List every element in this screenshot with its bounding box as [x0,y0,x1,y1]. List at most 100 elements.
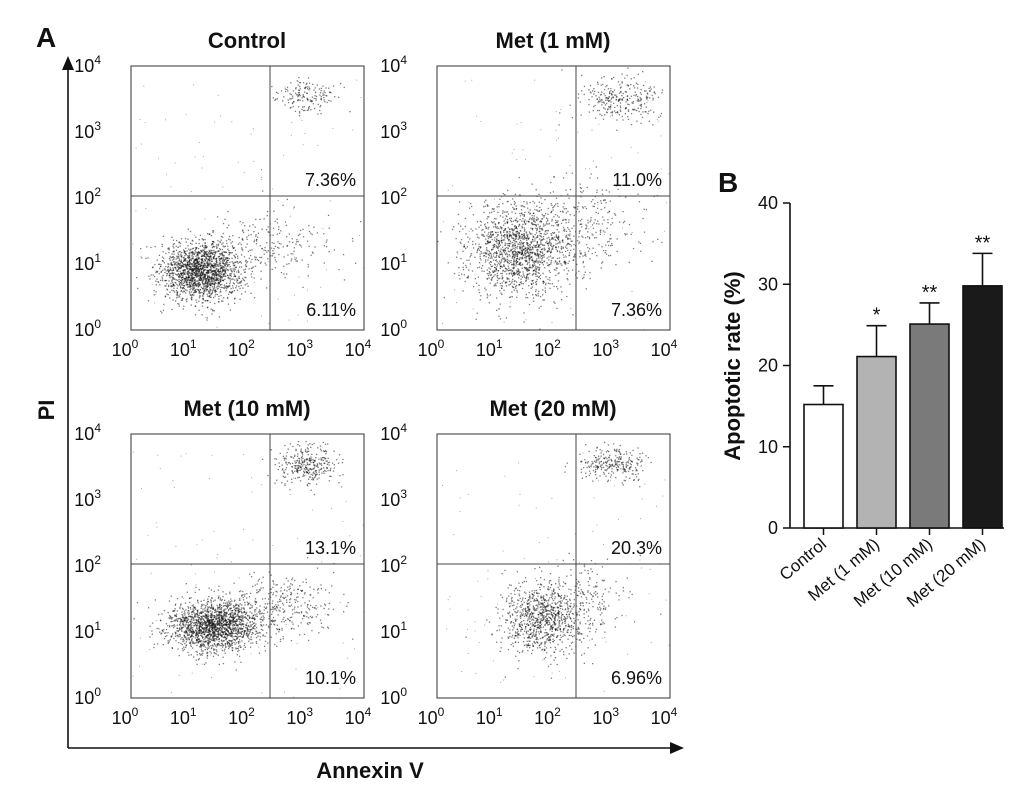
dotplot-event-dot [504,253,506,255]
dotplot-event-dot [200,272,202,274]
dotplot-event-dot [239,242,241,244]
dotplot-event-dot [551,257,553,259]
dotplot-event-dot [555,129,557,131]
dotplot-event-dot [237,243,239,245]
dotplot-event-dot [332,128,334,130]
dotplot-event-dot [205,247,207,249]
dotplot-y-tick-label: 101 [380,251,407,274]
dotplot-event-dot [241,230,244,232]
dotplot-event-dot [218,281,220,284]
dotplot-event-dot [227,274,229,277]
dotplot-event-dot [302,100,304,102]
dotplot-event-dot [196,267,198,270]
dotplot-event-dot [496,272,498,275]
dotplot-event-dot [187,255,190,257]
dotplot-event-dot [260,618,262,620]
dotplot-event-dot [618,98,620,101]
dotplot-event-dot [507,259,509,261]
dotplot-event-dot [204,273,207,275]
dotplot-event-dot [301,120,303,121]
dotplot-event-dot [578,241,581,243]
dotplot-event-dot [242,239,244,241]
dotplot-event-dot [569,233,571,235]
dotplot-event-dot [197,258,199,260]
dotplot-event-dot [150,274,152,276]
dotplot-event-dot [519,251,521,253]
dotplot-event-dot [194,268,196,271]
dotplot-event-dot [191,276,193,279]
dotplot-event-dot [360,221,362,223]
dotplot-event-dot [180,259,182,261]
dotplot-event-dot [287,99,289,101]
dotplot-event-dot [227,297,229,299]
dotplot-event-dot [536,216,538,218]
dotplot-event-dot [181,607,184,609]
dotplot-event-dot [501,282,503,284]
dotplot-event-dot [207,260,209,262]
dotplot-event-dot [191,252,193,254]
dotplot-event-dot [526,249,528,251]
dotplot-event-dot [636,100,638,102]
dotplot-event-dot [219,263,222,265]
dotplot-event-dot [170,620,172,623]
dotplot-event-dot [177,285,179,287]
dotplot-event-dot [215,260,218,262]
dotplot-event-dot [559,252,561,254]
dotplot-event-dot [194,305,197,307]
dotplot-event-dot [474,256,476,258]
dotplot-event-dot [514,239,516,241]
dotplot-event-dot [495,283,497,285]
dotplot-event-dot [614,94,616,96]
dotplot-event-dot [638,110,640,113]
dotplot-event-dot [513,263,515,265]
dotplot-event-dot [201,291,203,294]
dotplot-event-dot [489,294,492,296]
dotplot-event-dot [554,260,557,262]
dotplot-event-dot [497,274,499,277]
dotplot-event-dot [147,300,150,302]
dotplot-event-dot [161,256,164,258]
dotplot-event-dot [613,102,615,104]
dotplot-event-dot [653,111,655,113]
dotplot-event-dot [567,210,569,213]
dotplot-event-dot [221,272,223,274]
dotplot-event-dot [567,193,569,196]
dotplot-event-dot [553,231,556,234]
dotplot-event-dot [224,251,226,253]
dotplot-event-dot [538,276,540,279]
dotplot-event-dot [241,293,243,295]
dotplot-event-dot [249,607,251,609]
dotplot-event-dot [499,198,501,200]
dotplot-event-dot [197,270,199,272]
dotplot-event-dot [476,251,478,254]
dotplot-event-dot [616,238,618,240]
dotplot-event-dot [512,268,514,270]
dotplot-event-dot [158,273,160,275]
dotplot-event-dot [529,212,532,214]
dotplot-event-dot [520,278,522,280]
dotplot-event-dot [284,221,287,223]
dotplot-y-tick-label: 103 [380,119,407,142]
dotplot-event-dot [513,260,515,262]
dotplot-event-dot [502,249,504,251]
dotplot-event-dot [621,82,623,84]
dotplot-event-dot [208,233,210,235]
dotplot-event-dot [561,240,564,242]
dotplot-event-dot [323,99,325,101]
dotplot-event-dot [552,209,554,211]
dotplot-event-dot [176,270,178,272]
dotplot-event-dot [529,217,531,219]
dotplot-event-dot [219,272,222,274]
dotplot-event-dot [608,255,610,257]
dotplot-event-dot [519,282,521,284]
dotplot-event-dot [219,258,221,260]
dotplot-event-dot [484,287,486,289]
dotplot-event-dot [168,269,170,272]
dotplot-event-dot [507,221,509,223]
dotplot-event-dot [241,280,243,282]
dotplot-event-dot [588,238,591,240]
dotplot-event-dot [515,287,517,289]
dotplot-event-dot [551,218,553,221]
dotplot-event-dot [190,263,192,265]
dotplot-event-dot [192,269,194,271]
